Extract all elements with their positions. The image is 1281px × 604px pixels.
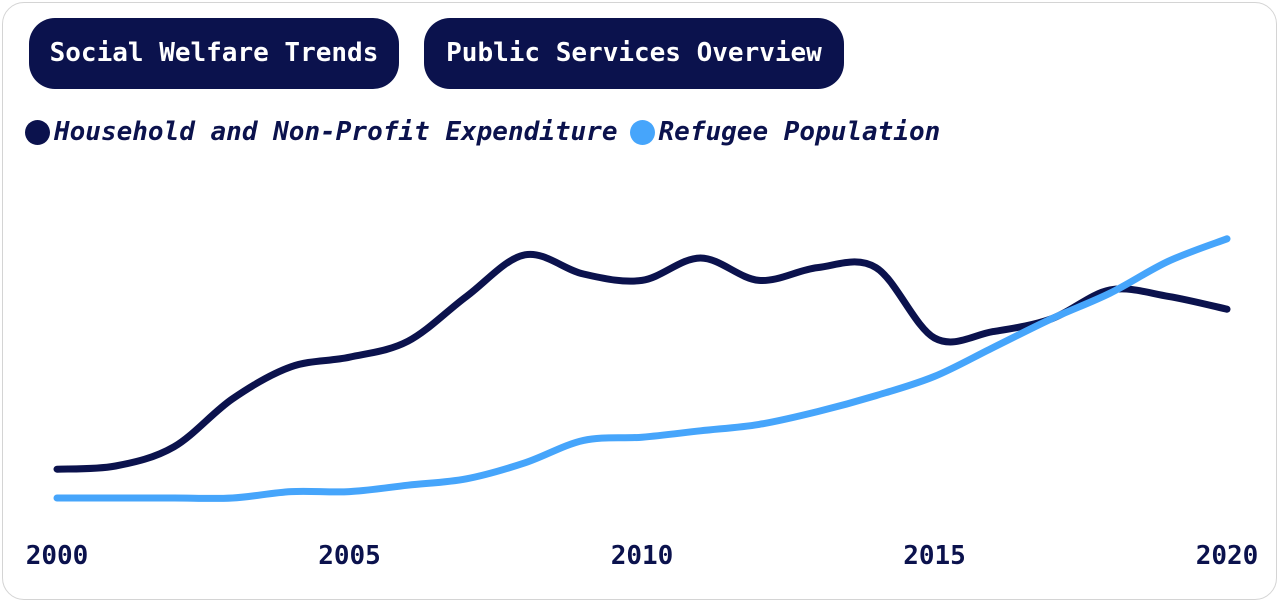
legend-label-expenditure: Household and Non-Profit Expenditure [54, 117, 618, 147]
x-tick-label-2015: 2015 [903, 541, 966, 571]
data-point-refugee-2020[interactable] [1223, 235, 1231, 243]
data-point-refugee-2004[interactable] [287, 488, 295, 496]
data-point-expenditure-2002[interactable] [170, 443, 178, 451]
series-line-expenditure [53, 250, 1231, 473]
data-point-expenditure-2005[interactable] [346, 353, 354, 361]
data-point-expenditure-2008[interactable] [521, 251, 529, 259]
data-point-expenditure-2013[interactable] [814, 264, 822, 272]
data-point-expenditure-2007[interactable] [463, 292, 471, 300]
data-point-refugee-2003[interactable] [229, 494, 237, 502]
data-point-expenditure-2019[interactable] [1165, 292, 1173, 300]
data-point-refugee-2009[interactable] [580, 436, 588, 444]
data-point-expenditure-2020[interactable] [1223, 305, 1231, 313]
legend-item-expenditure[interactable]: Household and Non-Profit Expenditure [25, 117, 618, 147]
data-point-refugee-2015[interactable] [931, 372, 939, 380]
data-point-refugee-2000[interactable] [53, 494, 61, 502]
data-point-refugee-2011[interactable] [697, 427, 705, 435]
data-point-expenditure-2011[interactable] [697, 254, 705, 262]
data-point-expenditure-2012[interactable] [755, 276, 763, 284]
data-point-refugee-2019[interactable] [1165, 257, 1173, 265]
data-point-expenditure-2001[interactable] [112, 462, 120, 470]
tab-public-services-overview[interactable]: Public Services Overview [424, 18, 844, 89]
data-point-expenditure-2000[interactable] [53, 465, 61, 473]
x-tick-label-2010: 2010 [611, 541, 674, 571]
data-point-refugee-2017[interactable] [1048, 315, 1056, 323]
data-point-expenditure-2014[interactable] [872, 264, 880, 272]
series-line-refugee [53, 235, 1231, 502]
legend-swatch-expenditure [25, 119, 50, 145]
data-point-expenditure-2016[interactable] [989, 328, 997, 336]
legend-label-refugee: Refugee Population [658, 117, 941, 147]
tab-social-welfare-trends[interactable]: Social Welfare Trends [29, 18, 399, 89]
data-point-refugee-2005[interactable] [346, 488, 354, 496]
data-point-refugee-2014[interactable] [872, 392, 880, 400]
x-tick-label-2020: 2020 [1196, 541, 1259, 571]
series-refugee [53, 235, 1231, 502]
data-point-refugee-2010[interactable] [638, 433, 646, 441]
line-chart: 2000 2005 2010 2015 2020 [26, 235, 1259, 571]
data-point-refugee-2007[interactable] [463, 475, 471, 483]
data-point-refugee-2006[interactable] [404, 481, 412, 489]
chart-legend: Household and Non-Profit Expenditure Ref… [25, 114, 952, 150]
data-point-refugee-2012[interactable] [755, 420, 763, 428]
data-point-expenditure-2004[interactable] [287, 363, 295, 371]
data-point-refugee-2016[interactable] [989, 344, 997, 352]
data-point-refugee-2002[interactable] [170, 494, 178, 502]
data-point-expenditure-2003[interactable] [229, 395, 237, 403]
data-point-refugee-2018[interactable] [1106, 289, 1114, 297]
data-point-expenditure-2010[interactable] [638, 276, 646, 284]
data-point-expenditure-2009[interactable] [580, 270, 588, 278]
x-axis: 2000 2005 2010 2015 2020 [26, 541, 1259, 571]
data-point-refugee-2013[interactable] [814, 408, 822, 416]
data-point-refugee-2001[interactable] [112, 494, 120, 502]
data-point-expenditure-2006[interactable] [404, 337, 412, 345]
legend-item-refugee[interactable]: Refugee Population [629, 117, 941, 147]
series-expenditure [53, 250, 1231, 473]
x-tick-label-2000: 2000 [26, 541, 89, 571]
legend-swatch-refugee [629, 119, 655, 145]
x-tick-label-2005: 2005 [318, 541, 381, 571]
data-point-expenditure-2015[interactable] [931, 334, 939, 342]
data-point-refugee-2008[interactable] [521, 459, 529, 467]
